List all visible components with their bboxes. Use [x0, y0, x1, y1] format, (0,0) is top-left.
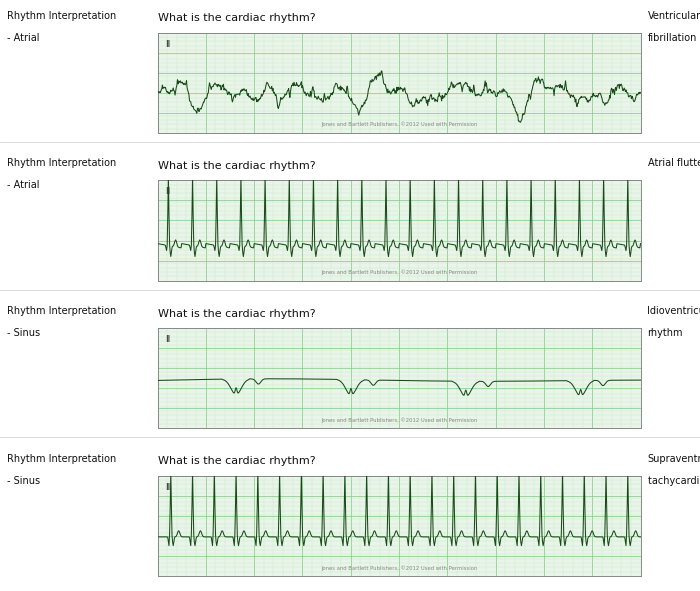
Text: - Atrial: - Atrial [7, 180, 39, 190]
Text: Rhythm Interpretation: Rhythm Interpretation [7, 306, 116, 316]
Text: II: II [164, 187, 170, 196]
Text: fibrillation: fibrillation [648, 33, 697, 43]
Text: What is the cardiac rhythm?: What is the cardiac rhythm? [158, 309, 315, 319]
Text: What is the cardiac rhythm?: What is the cardiac rhythm? [158, 456, 315, 466]
Text: Rhythm Interpretation: Rhythm Interpretation [7, 454, 116, 464]
Text: - Atrial: - Atrial [7, 33, 39, 43]
Text: rhythm: rhythm [648, 328, 683, 338]
Text: II: II [164, 335, 170, 344]
Text: Supraventricular: Supraventricular [648, 454, 700, 464]
Text: II: II [164, 40, 170, 48]
Text: tachycardia (SVT): tachycardia (SVT) [648, 476, 700, 486]
Text: Atrial flutter: Atrial flutter [648, 158, 700, 168]
Text: - Sinus: - Sinus [7, 328, 40, 338]
Text: Idioventricular: Idioventricular [648, 306, 700, 316]
Text: Rhythm Interpretation: Rhythm Interpretation [7, 158, 116, 168]
Text: Jones and Bartlett Publishers, ©2012 Used with Permission: Jones and Bartlett Publishers, ©2012 Use… [321, 565, 477, 571]
Text: Ventricular: Ventricular [648, 11, 700, 21]
Text: Jones and Bartlett Publishers, ©2012 Used with Permission: Jones and Bartlett Publishers, ©2012 Use… [321, 122, 477, 128]
Text: - Sinus: - Sinus [7, 476, 40, 486]
Text: What is the cardiac rhythm?: What is the cardiac rhythm? [158, 161, 315, 171]
Text: Rhythm Interpretation: Rhythm Interpretation [7, 11, 116, 21]
Text: Jones and Bartlett Publishers, ©2012 Used with Permission: Jones and Bartlett Publishers, ©2012 Use… [321, 269, 477, 275]
Text: II: II [164, 483, 170, 492]
Text: What is the cardiac rhythm?: What is the cardiac rhythm? [158, 13, 315, 23]
Text: Jones and Bartlett Publishers, ©2012 Used with Permission: Jones and Bartlett Publishers, ©2012 Use… [321, 417, 477, 423]
